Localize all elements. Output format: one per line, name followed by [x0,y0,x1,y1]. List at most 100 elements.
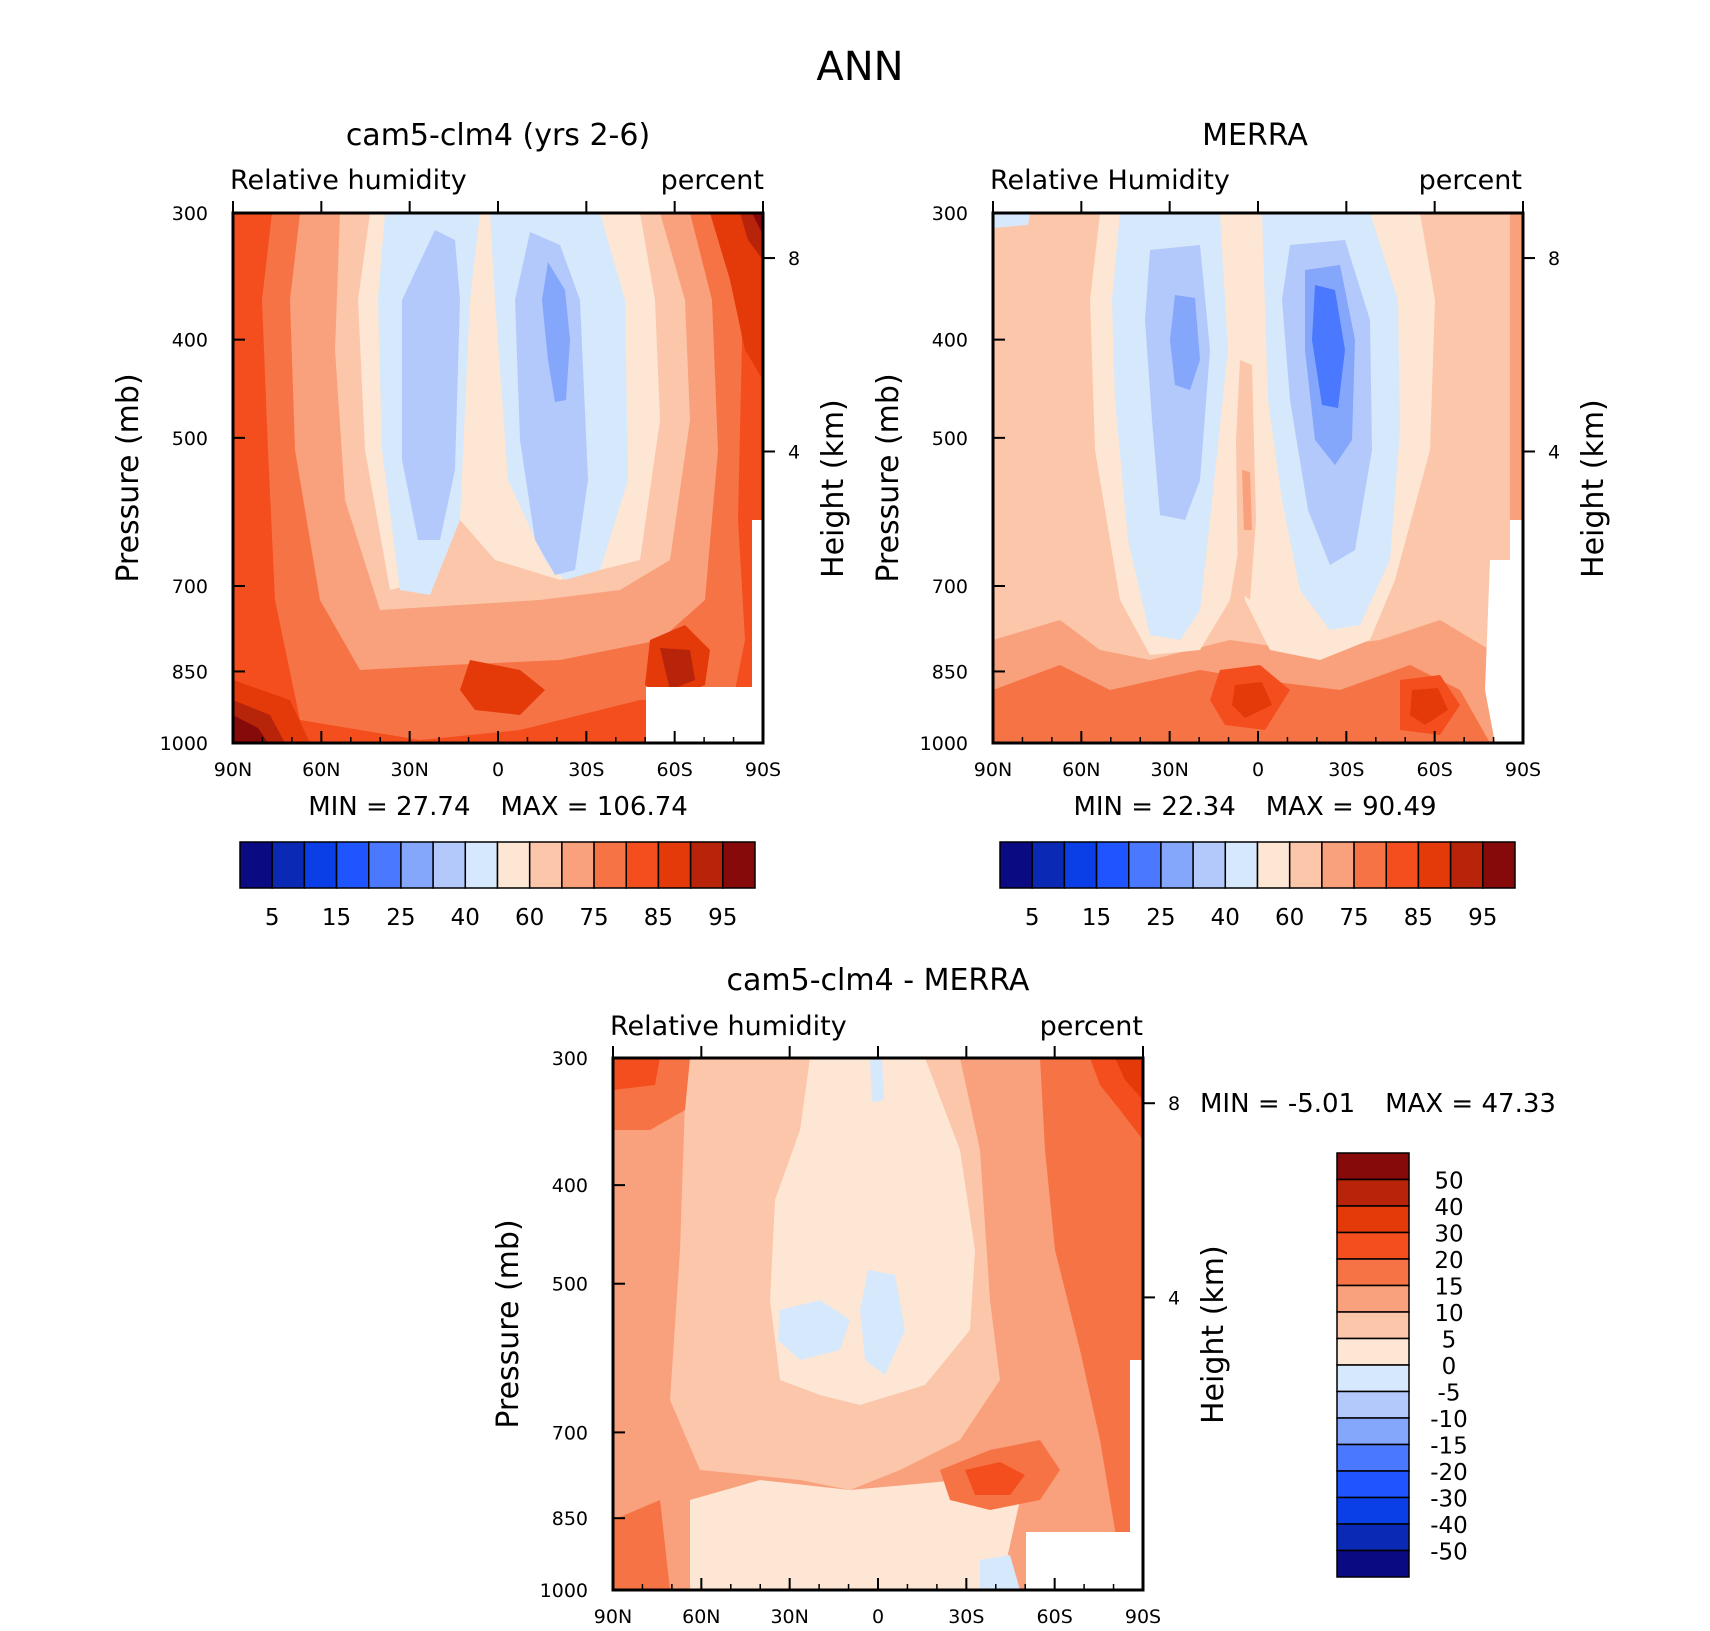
y-tick-label: 500 [932,428,968,450]
contour-fill [710,213,763,380]
missing-data-mask [1026,1532,1143,1590]
y-tick-label: 850 [552,1508,588,1530]
x-tick-label: 30S [1328,759,1364,781]
x-tick-label: 90S [1125,1606,1161,1628]
contour-fill [965,1462,1025,1495]
colorbar-tick-label: 20 [1434,1248,1463,1274]
panel-model-variable-label: Relative humidity [230,165,467,196]
x-tick-label: 30N [390,759,428,781]
colorbar-swatch [1385,841,1420,889]
x-tick-label: 60S [657,759,693,781]
panel-model-units-label: percent [661,165,764,196]
colorbar-tick-label: -10 [1430,1407,1468,1433]
max-text: MAX = 106.74 [500,792,687,822]
contour-fill [1232,682,1272,718]
x-tick-label: 0 [872,1606,884,1628]
y-axis-label: Pressure (mb) [491,1219,526,1428]
panel-difference-contours [613,1058,1143,1590]
x-tick-label: 0 [1252,759,1264,781]
y-tick-label: 500 [172,428,208,450]
colorbar-swatch [657,841,692,889]
colorbar-swatch [1336,1496,1410,1525]
contour-fill [515,232,588,575]
colorbar-swatch [1336,1152,1410,1181]
colorbar-swatch [1417,841,1452,889]
contour-fill [1115,1058,1143,1100]
max-text: MAX = 90.49 [1266,792,1437,822]
x-tick-label: 30S [948,1606,984,1628]
y-tick-label: 700 [172,576,208,598]
colorbar-swatch [1336,1443,1410,1472]
colorbar-tick-label: -40 [1430,1513,1468,1539]
x-tick-label: 30N [770,1606,808,1628]
colorbar-tick-label: 5 [265,905,280,931]
panel-merra-colorbar: 5 15 25 40 60 75 85 95 [999,841,1516,931]
colorbar-tick-label: -5 [1438,1381,1461,1407]
panel-merra-minmax: MIN = 22.34 MAX = 90.49 [1073,792,1436,822]
panel-merra-contours [993,213,1523,743]
colorbar-tick-label: 95 [708,905,737,931]
y-tick-label: 1000 [540,1580,588,1602]
colorbar-swatch [1336,1523,1410,1552]
colorbar-tick-label: 10 [1434,1301,1463,1327]
y2-axis-label: Height (km) [816,399,851,578]
y-tick-label: 1000 [160,733,208,755]
y2-tick-label: 8 [788,248,800,270]
panel-model-contours [233,213,763,743]
panel-model-colorbar: 5 15 25 40 60 75 85 95 [239,841,756,931]
colorbar-swatch [1192,841,1227,889]
contour-fill [980,1555,1020,1590]
colorbar-swatch [400,841,434,889]
x-tick-label: 60S [1037,1606,1073,1628]
colorbar-swatch [1336,1258,1410,1287]
panel-merra-variable-label: Relative Humidity [990,165,1230,196]
colorbar-swatch [625,841,660,889]
x-tick-label: 90N [974,759,1012,781]
y2-tick-label: 4 [1548,442,1560,464]
panel-model-minmax: MIN = 27.74 MAX = 106.74 [308,792,688,822]
contour-fill [1410,688,1448,725]
colorbar-swatch [561,841,595,889]
x-tick-label: 90N [214,759,252,781]
colorbar-swatch [303,841,338,889]
y2-tick-label: 8 [1548,248,1560,270]
panel-difference-variable-label: Relative humidity [610,1011,847,1042]
contour-fill [1510,213,1523,520]
x-tick-label: 90S [745,759,781,781]
colorbar-tick-label: -20 [1430,1460,1468,1486]
panel-model-axes: 90N 60N 30N 0 30S 60S 90S 300 400 500 700 850 1000 Pr… [111,201,851,781]
x-tick-label: 0 [492,759,504,781]
colorbar-swatch [1321,841,1355,889]
panel-merra-axes: 90N 60N 30N 0 30S 60S 90S 300 400 500 700 850 1000 Pr… [871,201,1611,781]
x-tick-label: 30S [568,759,604,781]
contour-fill [660,648,695,690]
colorbar-tick-label: 40 [1434,1195,1463,1221]
y-axis-label: Pressure (mb) [871,373,906,582]
colorbar-swatch [271,841,306,889]
x-tick-label: 60S [1417,759,1453,781]
y-tick-label: 400 [932,330,968,352]
contour-fill [1242,470,1252,530]
colorbar-tick-label: 60 [515,905,544,931]
y-tick-label: 300 [932,203,968,225]
panel-difference-axes: 90N 60N 30N 0 30S 60S 90S 300 400 500 700 850 1000 Pr… [491,1046,1231,1628]
max-text: MAX = 47.33 [1385,1089,1556,1119]
colorbar-swatch [1336,1470,1410,1499]
colorbar-swatch [1336,1417,1410,1446]
colorbar-swatch [1128,841,1162,889]
y-tick-label: 400 [172,330,208,352]
y-tick-label: 400 [552,1175,588,1197]
min-text: MIN = -5.01 [1200,1089,1355,1119]
contour-fill [860,1270,905,1375]
colorbar-swatch [1336,1231,1410,1260]
colorbar-tick-label: 85 [1404,905,1433,931]
colorbar-swatch [1256,841,1291,889]
colorbar-tick-label: -15 [1430,1434,1468,1460]
colorbar-swatch [1336,1178,1410,1207]
y-tick-label: 500 [552,1274,588,1296]
y-tick-label: 850 [172,661,208,683]
min-text: MIN = 22.34 [1073,792,1235,822]
y2-tick-label: 8 [1168,1093,1180,1115]
